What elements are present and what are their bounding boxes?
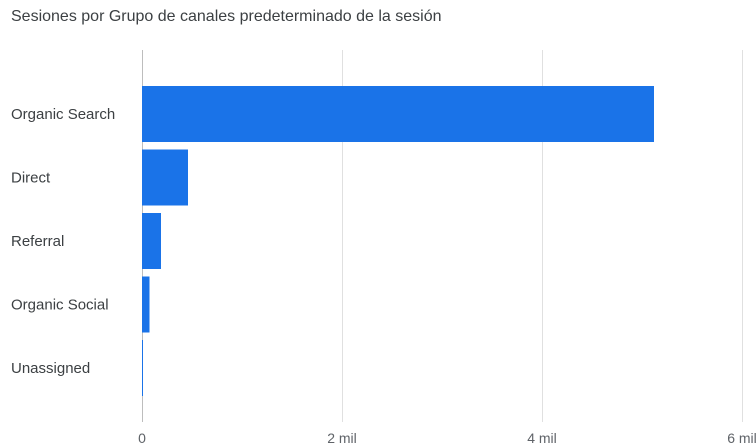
category-label: Organic Search: [11, 106, 115, 123]
category-label: Referral: [11, 233, 64, 250]
bars: [142, 86, 654, 396]
bar[interactable]: [142, 340, 143, 396]
category-label: Direct: [11, 170, 51, 187]
category-label: Unassigned: [11, 360, 90, 377]
category-label: Organic Social: [11, 297, 109, 314]
bar[interactable]: [142, 86, 654, 142]
x-tick-label: 6 mil: [727, 430, 756, 446]
x-tick-label: 2 mil: [327, 430, 357, 446]
chart-title: Sesiones por Grupo de canales predetermi…: [11, 8, 442, 25]
x-tick-label: 0: [138, 430, 146, 446]
x-tick-label: 4 mil: [527, 430, 557, 446]
bar[interactable]: [142, 276, 150, 333]
bar[interactable]: [142, 213, 161, 269]
bar[interactable]: [142, 149, 188, 206]
x-axis-tick-labels: 0 2 mil 4 mil 6 mil: [138, 430, 756, 446]
category-labels: Organic Search Direct Referral Organic Soci…: [11, 106, 115, 377]
